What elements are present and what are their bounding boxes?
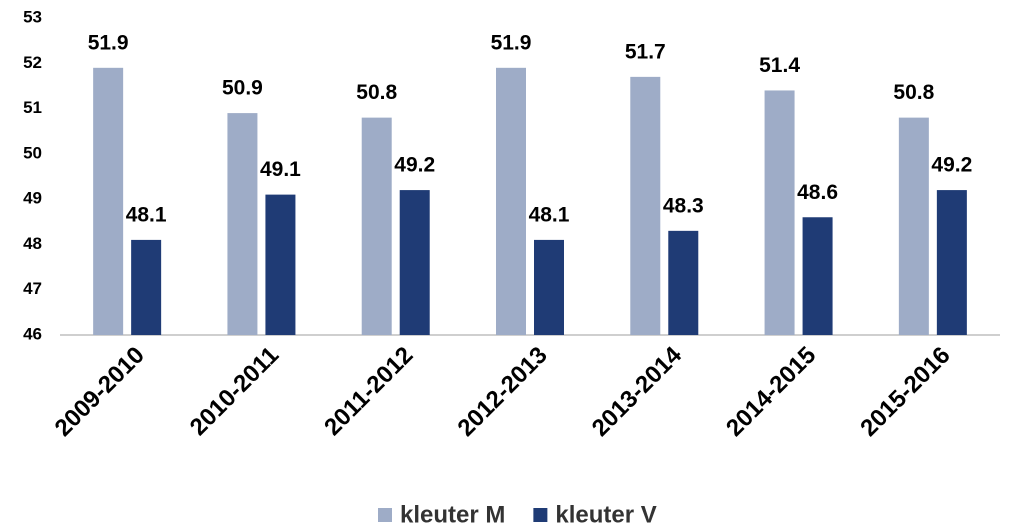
bar [936, 190, 967, 335]
bar [668, 230, 699, 335]
value-label: 50.8 [893, 81, 934, 104]
x-tick-label: 2010-2011 [185, 342, 284, 441]
y-tick-label: 53 [23, 7, 42, 26]
value-label: 49.2 [394, 154, 435, 177]
bar [93, 67, 124, 336]
legend-swatch [378, 508, 392, 522]
bar [802, 217, 833, 335]
y-tick-label: 48 [23, 234, 42, 253]
y-tick-label: 52 [23, 53, 42, 72]
value-label: 48.6 [797, 181, 838, 204]
bar [131, 239, 162, 335]
legend-swatch [533, 508, 548, 522]
bar [496, 67, 526, 336]
y-tick-label: 46 [23, 324, 42, 343]
value-label: 51.4 [759, 54, 800, 77]
bar [630, 76, 661, 335]
bar [227, 113, 258, 335]
bar [898, 117, 929, 335]
y-tick-label: 50 [23, 143, 42, 162]
x-tick-label: 2009-2010 [50, 342, 150, 442]
value-label: 51.9 [491, 31, 532, 54]
value-label: 48.1 [529, 203, 570, 226]
value-label: 50.9 [222, 77, 263, 100]
bar [399, 190, 430, 335]
bar [534, 239, 564, 335]
x-tick-label: 2015-2016 [855, 342, 955, 442]
value-label: 51.7 [625, 40, 666, 63]
y-tick-label: 47 [23, 279, 42, 298]
y-tick-label: 51 [23, 98, 42, 117]
x-tick-label: 2014-2015 [721, 342, 821, 442]
y-tick-label: 49 [23, 189, 42, 208]
value-label: 50.8 [356, 81, 397, 104]
bar [265, 194, 296, 335]
x-tick-label: 2011-2012 [319, 342, 418, 441]
value-label: 49.2 [931, 154, 972, 177]
bar [764, 90, 795, 335]
bar [361, 117, 392, 335]
x-tick-label: 2013-2014 [587, 341, 688, 442]
value-label: 51.9 [88, 31, 129, 54]
value-label: 48.1 [126, 203, 167, 226]
value-label: 49.1 [260, 158, 301, 181]
value-label: 48.3 [663, 194, 704, 217]
legend-label: kleuter M [400, 501, 505, 528]
legend-label: kleuter V [555, 501, 656, 528]
x-tick-label: 2012-2013 [452, 342, 552, 442]
